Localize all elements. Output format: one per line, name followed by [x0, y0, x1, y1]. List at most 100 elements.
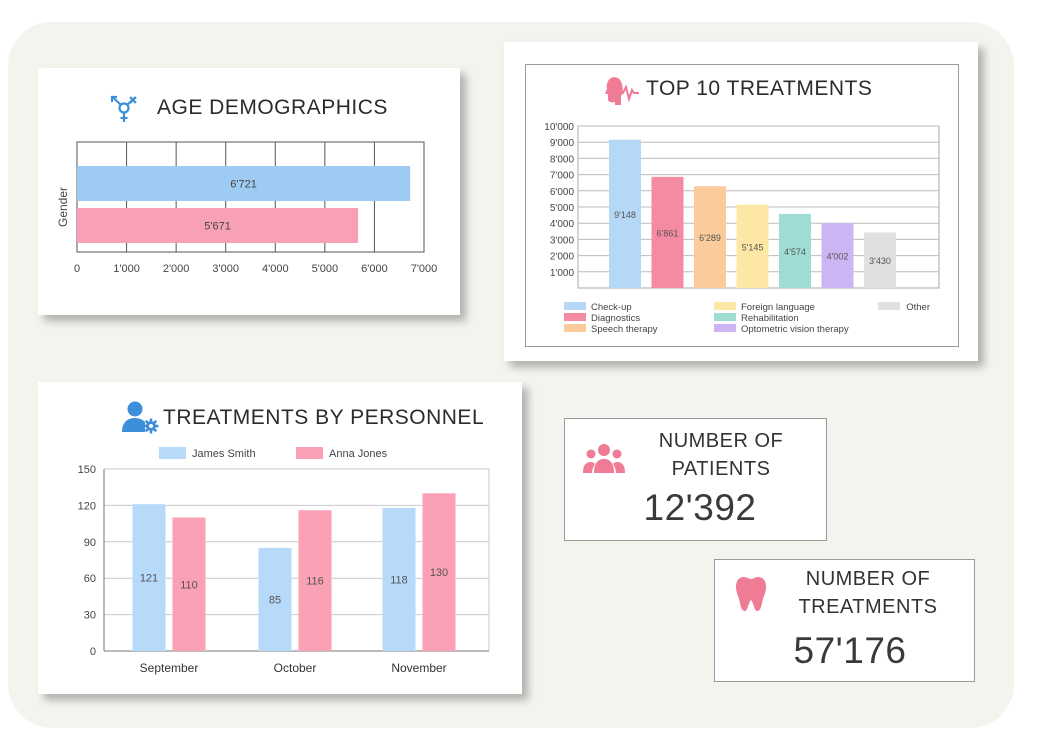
personnel-chart: 0 30 60 90 120 150 121 110 September 85 116 October…: [78, 447, 490, 675]
treatments-value: 57'176: [793, 630, 907, 671]
top-treatments-card: TOP 10 TREATMENTS 1'000 2'000 3'000 4'000 5'…: [504, 42, 978, 361]
personnel-title: TREATMENTS BY PERSONNEL: [163, 406, 485, 429]
x-tick-label: October: [274, 661, 317, 675]
user-gear-icon: [122, 401, 159, 434]
bar-value-label: 118: [390, 574, 408, 586]
tooth-icon: [736, 577, 766, 611]
bar: [609, 139, 641, 288]
bar: [382, 507, 416, 651]
age-demographics-title: AGE DEMOGRAPHICS: [157, 96, 388, 119]
treatments-label-line2: TREATMENTS: [798, 596, 938, 618]
bar: [736, 204, 769, 288]
x-tick-label: 6'000: [361, 263, 388, 275]
legend-label: Foreign language: [741, 302, 815, 313]
bar-value-label: 110: [180, 579, 198, 591]
bar: [422, 493, 456, 651]
y-tick-label: 120: [78, 500, 96, 512]
patients-label-line2: PATIENTS: [671, 458, 771, 480]
bar: [77, 208, 359, 243]
bar-value-label: 4'002: [827, 252, 849, 262]
y-tick-label: 6'000: [550, 187, 575, 198]
bar: [132, 504, 166, 651]
legend-swatch: [564, 302, 586, 310]
bar: [172, 517, 206, 651]
bar: [694, 186, 726, 288]
legend-label: Diagnostics: [591, 313, 640, 324]
x-tick-label: 2'000: [163, 263, 190, 275]
legend-swatch: [714, 313, 736, 321]
age-demographics-card: AGE DEMOGRAPHICS 0 1'000 2'000 3'000 4'000 5'…: [38, 68, 460, 315]
patients-label-line1: NUMBER OF: [658, 430, 784, 452]
legend-swatch: [159, 447, 186, 459]
bar: [821, 223, 854, 288]
y-tick-label: 8'000: [550, 154, 575, 165]
bar: [779, 213, 811, 288]
bar-value-label: 130: [430, 567, 448, 579]
x-tick-label: 5'000: [312, 263, 339, 275]
patients-label: NUMBER OF PATIENTS: [635, 427, 807, 483]
x-tick-label: November: [391, 661, 446, 675]
bar-value-label: 4'574: [784, 247, 806, 257]
legend-swatch: [296, 447, 323, 459]
age-demographics-chart: 0 1'000 2'000 3'000 4'000 5'000 6'000 7'000 6'72…: [56, 141, 438, 275]
x-tick-label: 0: [74, 263, 80, 275]
bar: [298, 510, 332, 651]
face-heartbeat-icon: [605, 77, 639, 105]
top-treatments-chart: 1'000 2'000 3'000 4'000 5'000 6'000 7'000 8'000…: [544, 122, 940, 335]
y-axis-label: Gender: [56, 187, 70, 227]
bar-value-label: 116: [306, 576, 324, 588]
y-tick-label: 3'000: [550, 235, 575, 246]
x-tick-label: 1'000: [113, 263, 140, 275]
legend-label: Check-up: [591, 302, 632, 313]
legend-label: Speech therapy: [591, 324, 658, 335]
y-tick-label: 10'000: [544, 122, 574, 133]
x-tick-label: September: [140, 661, 199, 675]
bar-value-label: 9'148: [614, 210, 636, 220]
bar-value-label: 5'145: [742, 242, 764, 252]
y-tick-label: 0: [90, 646, 96, 658]
bar-value-label: 6'289: [699, 233, 721, 243]
bar: [77, 166, 411, 201]
top-treatments-title: TOP 10 TREATMENTS: [646, 77, 873, 100]
legend-label: Rehabilitation: [741, 313, 799, 324]
bar-value-label: 85: [269, 594, 281, 606]
legend-swatch: [714, 302, 736, 310]
bar-value-label: 6'861: [657, 228, 679, 238]
legend-label: James Smith: [192, 448, 256, 460]
personnel-card: TREATMENTS BY PERSONNEL 0 30 60 90 120 150 121…: [38, 382, 522, 694]
treatments-kpi-card: NUMBER OF TREATMENTS 57'176: [714, 559, 975, 682]
y-tick-label: 4'000: [550, 219, 575, 230]
x-tick-label: 3'000: [212, 263, 239, 275]
users-group-icon: [583, 444, 625, 473]
treatments-label: NUMBER OF TREATMENTS: [777, 565, 959, 621]
bar-value-label: 5'671: [204, 221, 231, 233]
treatments-label-line1: NUMBER OF: [805, 568, 931, 590]
bar: [258, 547, 292, 651]
x-tick-label: 7'000: [411, 263, 438, 275]
legend-swatch: [878, 302, 900, 310]
bar-value-label: 121: [140, 573, 158, 585]
y-tick-label: 9'000: [550, 138, 575, 149]
legend-swatch: [714, 324, 736, 332]
y-tick-label: 30: [84, 610, 96, 622]
patients-value: 12'392: [643, 487, 757, 528]
y-tick-label: 5'000: [550, 203, 575, 214]
y-tick-label: 60: [84, 573, 96, 585]
y-tick-label: 2'000: [550, 252, 575, 263]
y-tick-label: 150: [78, 464, 96, 476]
top-treatments-frame: [525, 64, 959, 347]
bar: [651, 176, 684, 288]
legend-label: Other: [906, 302, 930, 313]
y-tick-label: 7'000: [550, 171, 575, 182]
y-tick-label: 1'000: [550, 268, 575, 279]
legend-label: Optometric vision therapy: [741, 324, 849, 335]
legend-swatch: [564, 313, 586, 321]
x-tick-label: 4'000: [262, 263, 289, 275]
bar-value-label: 6'721: [230, 179, 257, 191]
bar: [864, 232, 896, 288]
y-tick-label: 90: [84, 537, 96, 549]
patients-kpi-card: NUMBER OF PATIENTS 12'392: [564, 418, 827, 541]
gender-icon: [110, 95, 137, 122]
legend-swatch: [564, 324, 586, 332]
bar-value-label: 3'430: [869, 256, 891, 266]
